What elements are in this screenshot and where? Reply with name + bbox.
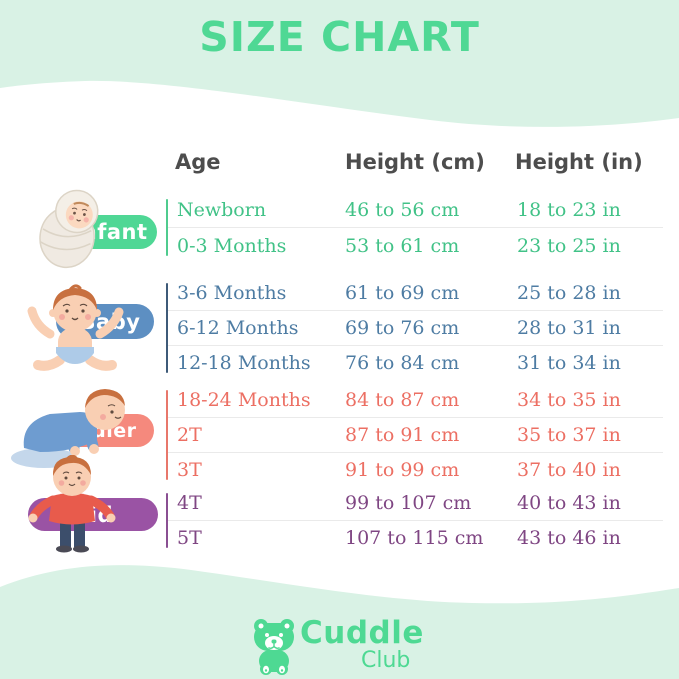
age-cell: 4T [177,492,202,514]
page-title: SIZE CHART [199,13,480,61]
brand-subname: Club [361,648,411,673]
teddy-bear-icon [254,619,294,675]
age-cell: 2T [177,424,202,446]
group-infant-divider-line [166,199,168,256]
age-cell: 6-12 Months [177,317,299,339]
height-cm-cell: 46 to 56 cm [345,198,460,221]
table-row: 2T 87 to 91 cm 35 to 37 in [166,417,663,452]
height-in-cell: 23 to 25 in [517,234,621,257]
table-row: 5T 107 to 115 cm 43 to 46 in [166,520,663,555]
height-in-cell: 35 to 37 in [517,424,621,446]
height-cm-cell: 76 to 84 cm [345,352,460,374]
baby-label-pill: Baby [56,304,154,339]
height-in-cell: 34 to 35 in [517,389,621,411]
group-infant: Newborn 46 to 56 cm 18 to 23 in 0-3 Mont… [166,192,663,263]
table-row: 3-6 Months 61 to 69 cm 25 to 28 in [166,276,663,310]
table-row: 0-3 Months 53 to 61 cm 23 to 25 in [166,227,663,263]
table-header: Age Height (cm) Height (in) [0,150,679,178]
group-toddler-divider-line [166,390,168,480]
age-cell: 0-3 Months [177,234,287,257]
table-row: 12-18 Months 76 to 84 cm 31 to 34 in [166,345,663,380]
group-toddler: 18-24 Months 84 to 87 cm 34 to 35 in 2T … [166,383,663,487]
age-cell: Newborn [177,198,267,221]
group-kid: 4T 99 to 107 cm 40 to 43 in 5T 107 to 11… [166,486,663,555]
height-cm-cell: 87 to 91 cm [345,424,460,446]
header-age: Age [175,150,221,174]
age-cell: 12-18 Months [177,352,311,374]
height-cm-cell: 69 to 76 cm [345,317,460,339]
table-row: Newborn 46 to 56 cm 18 to 23 in [166,192,663,227]
brand-logo: Cuddle Club [250,615,450,675]
height-cm-cell: 61 to 69 cm [345,282,460,304]
height-in-cell: 28 to 31 in [517,317,621,339]
height-cm-cell: 84 to 87 cm [345,389,460,411]
header-height-cm: Height (cm) [345,150,485,174]
age-cell: 3T [177,459,202,481]
height-in-cell: 25 to 28 in [517,282,621,304]
height-in-cell: 18 to 23 in [517,198,621,221]
height-in-cell: 40 to 43 in [517,492,621,514]
age-cell: 18-24 Months [177,389,311,411]
group-baby: 3-6 Months 61 to 69 cm 25 to 28 in 6-12 … [166,276,663,380]
header-height-in: Height (in) [515,150,643,174]
height-cm-cell: 53 to 61 cm [345,234,460,257]
table-row: 4T 99 to 107 cm 40 to 43 in [166,486,663,520]
toddler-label-pill: Toddler [36,414,154,447]
group-kid-divider-line [166,493,168,548]
table-row: 6-12 Months 69 to 76 cm 28 to 31 in [166,310,663,345]
height-in-cell: 43 to 46 in [517,527,621,549]
height-in-cell: 31 to 34 in [517,352,621,374]
height-cm-cell: 91 to 99 cm [345,459,460,481]
age-cell: 3-6 Months [177,282,287,304]
height-cm-cell: 99 to 107 cm [345,492,472,514]
infant-label-pill: Infant [42,215,157,249]
kid-label-pill: Kid [28,498,158,531]
height-cm-cell: 107 to 115 cm [345,527,484,549]
table-row: 18-24 Months 84 to 87 cm 34 to 35 in [166,383,663,417]
table-row: 3T 91 to 99 cm 37 to 40 in [166,452,663,487]
age-cell: 5T [177,527,202,549]
group-baby-divider-line [166,283,168,373]
height-in-cell: 37 to 40 in [517,459,621,481]
brand-name: Cuddle [300,615,424,651]
